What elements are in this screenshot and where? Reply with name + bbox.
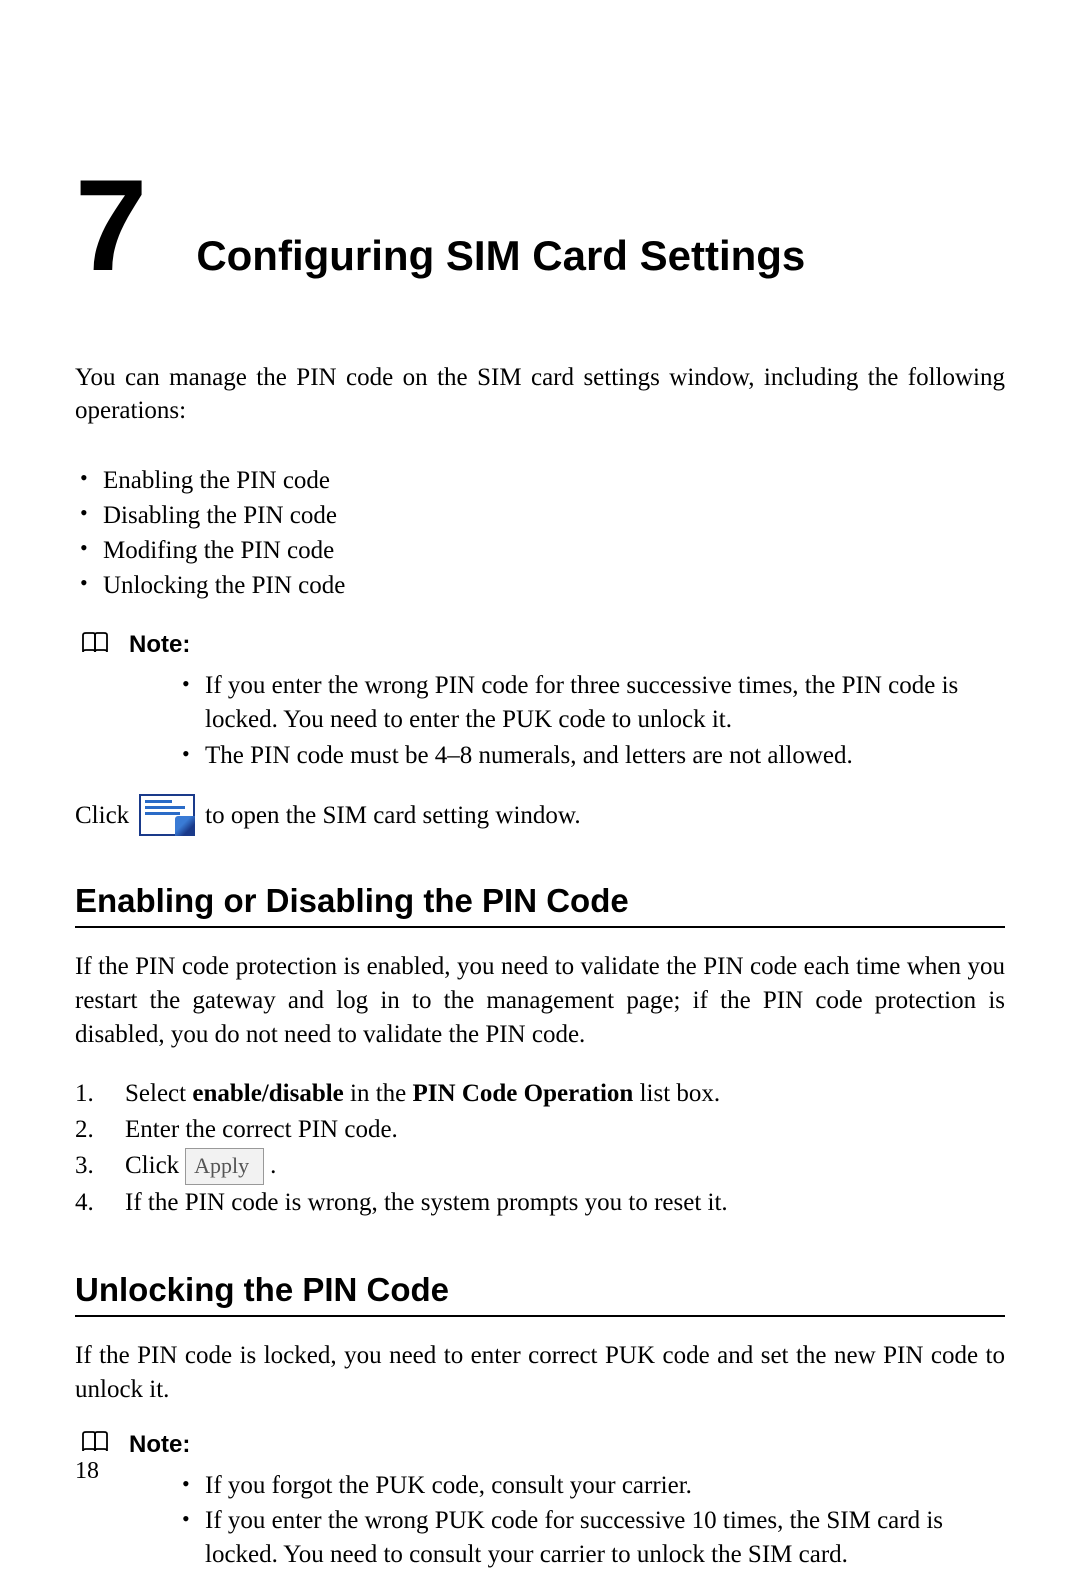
list-item: If you enter the wrong PIN code for thre… bbox=[205, 669, 995, 737]
list-item: If you forgot the PUK code, consult your… bbox=[205, 1469, 995, 1503]
click-text-after: to open the SIM card setting window. bbox=[205, 802, 580, 830]
steps-list: Select enable/disable in the PIN Code Op… bbox=[75, 1076, 1005, 1222]
list-item: Disabling the PIN code bbox=[103, 498, 1005, 533]
intro-paragraph: You can manage the PIN code on the SIM c… bbox=[75, 361, 1005, 429]
note-list: If you enter the wrong PIN code for thre… bbox=[75, 669, 1005, 772]
section-heading: Unlocking the PIN Code bbox=[75, 1271, 1005, 1317]
list-item: Unlocking the PIN code bbox=[103, 568, 1005, 603]
note-label: Note: bbox=[129, 631, 190, 659]
book-icon bbox=[81, 1431, 109, 1458]
list-item: If the PIN code is wrong, the system pro… bbox=[125, 1185, 1005, 1221]
apply-button[interactable]: Apply bbox=[185, 1148, 264, 1185]
chapter-number: 7 bbox=[75, 170, 141, 281]
list-item: Modifing the PIN code bbox=[103, 533, 1005, 568]
note-label: Note: bbox=[129, 1431, 190, 1459]
section-paragraph: If the PIN code protection is enabled, y… bbox=[75, 950, 1005, 1051]
note-header: Note: bbox=[75, 631, 1005, 659]
chapter-header: 7 Configuring SIM Card Settings bbox=[75, 170, 1005, 281]
section-paragraph: If the PIN code is locked, you need to e… bbox=[75, 1339, 1005, 1407]
click-text-before: Click bbox=[75, 802, 129, 830]
sim-settings-icon[interactable] bbox=[139, 794, 195, 836]
chapter-title: Configuring SIM Card Settings bbox=[196, 232, 805, 280]
note-block: Note: If you forgot the PUK code, consul… bbox=[75, 1431, 1005, 1572]
book-icon bbox=[81, 632, 109, 659]
list-item: Select enable/disable in the PIN Code Op… bbox=[125, 1076, 1005, 1112]
list-item: Enter the correct PIN code. bbox=[125, 1112, 1005, 1148]
section-heading: Enabling or Disabling the PIN Code bbox=[75, 882, 1005, 928]
note-header: Note: bbox=[75, 1431, 1005, 1459]
list-item: If you enter the wrong PUK code for succ… bbox=[205, 1504, 995, 1572]
note-list: If you forgot the PUK code, consult your… bbox=[75, 1469, 1005, 1572]
list-item: Enabling the PIN code bbox=[103, 463, 1005, 498]
list-item: The PIN code must be 4–8 numerals, and l… bbox=[205, 739, 995, 773]
click-instruction: Click to open the SIM card setting windo… bbox=[75, 794, 1005, 830]
list-item: Click Apply . bbox=[125, 1148, 1005, 1185]
page-number: 18 bbox=[75, 1458, 99, 1485]
note-block: Note: If you enter the wrong PIN code fo… bbox=[75, 631, 1005, 772]
operations-list: Enabling the PIN code Disabling the PIN … bbox=[75, 463, 1005, 603]
